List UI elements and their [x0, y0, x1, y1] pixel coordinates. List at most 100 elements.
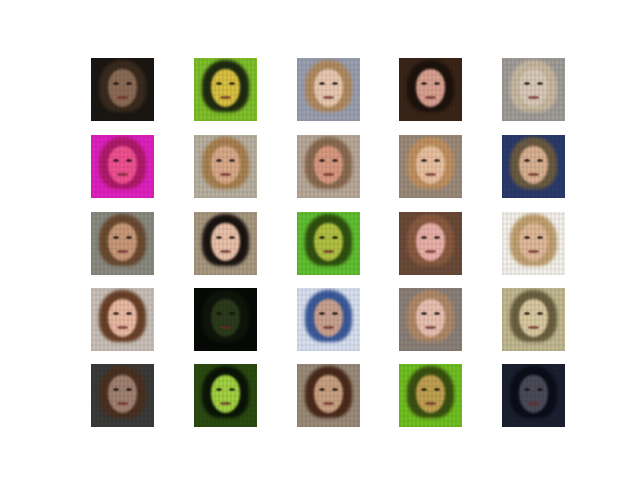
gan-artifact-overlay: [502, 212, 565, 275]
face-image-r5-c4: [399, 364, 462, 427]
face-eye-left: [524, 388, 530, 391]
face-eye-left: [216, 82, 222, 85]
gan-artifact-overlay: [399, 288, 462, 351]
face-eye-left: [524, 312, 530, 315]
face-eye-right: [126, 388, 132, 391]
face-eye-right: [434, 388, 440, 391]
face-eye-left: [319, 388, 325, 391]
face-eye-left: [113, 236, 119, 239]
face-mouth: [425, 173, 436, 176]
face-eye-left: [319, 82, 325, 85]
face-skin: [519, 146, 548, 184]
face-eye-left: [216, 159, 222, 162]
face-mouth: [528, 96, 539, 99]
face-skin: [211, 223, 240, 261]
face-mouth: [117, 402, 128, 405]
face-skin: [108, 69, 137, 107]
face-skin: [416, 299, 445, 337]
face-skin: [108, 375, 137, 413]
face-skin: [416, 69, 445, 107]
face-mouth: [528, 250, 539, 253]
face-mouth: [323, 173, 334, 176]
face-eye-right: [126, 82, 132, 85]
face-eye-right: [537, 236, 543, 239]
gan-artifact-overlay: [399, 135, 462, 198]
face-eye-right: [537, 82, 543, 85]
face-eye-right: [332, 312, 338, 315]
gan-artifact-overlay: [502, 288, 565, 351]
face-eye-left: [216, 236, 222, 239]
face-mouth: [220, 96, 231, 99]
face-mouth: [323, 326, 334, 329]
face-image-r4-c5: [502, 288, 565, 351]
gan-artifact-overlay: [91, 135, 154, 198]
face-skin: [519, 69, 548, 107]
face-eye-right: [332, 236, 338, 239]
face-mouth: [528, 402, 539, 405]
face-image-r5-c2: [194, 364, 257, 427]
face-image-r2-c5: [502, 135, 565, 198]
face-eye-right: [229, 82, 235, 85]
face-eye-right: [229, 236, 235, 239]
face-image-r1-c1: [91, 58, 154, 121]
face-mouth: [220, 402, 231, 405]
face-mouth: [220, 326, 231, 329]
face-skin: [211, 375, 240, 413]
face-eye-right: [537, 312, 543, 315]
face-skin: [416, 146, 445, 184]
face-eye-left: [319, 159, 325, 162]
gan-artifact-overlay: [194, 288, 257, 351]
face-mouth: [117, 96, 128, 99]
gan-artifact-overlay: [91, 58, 154, 121]
face-eye-left: [216, 388, 222, 391]
face-eye-right: [332, 159, 338, 162]
face-eye-right: [537, 159, 543, 162]
face-skin: [314, 299, 343, 337]
face-skin: [314, 146, 343, 184]
face-mouth: [323, 402, 334, 405]
face-eye-left: [216, 312, 222, 315]
face-image-r1-c2: [194, 58, 257, 121]
face-eye-left: [421, 388, 427, 391]
gan-artifact-overlay: [91, 212, 154, 275]
face-mouth: [425, 96, 436, 99]
face-skin: [108, 223, 137, 261]
gan-artifact-overlay: [502, 135, 565, 198]
face-mouth: [220, 250, 231, 253]
face-image-r4-c1: [91, 288, 154, 351]
face-eye-right: [434, 236, 440, 239]
face-image-r2-c3: [297, 135, 360, 198]
face-image-r5-c5: [502, 364, 565, 427]
face-skin: [314, 375, 343, 413]
face-mouth: [528, 173, 539, 176]
face-eye-right: [434, 82, 440, 85]
face-eye-right: [537, 388, 543, 391]
face-mouth: [117, 326, 128, 329]
gan-artifact-overlay: [91, 364, 154, 427]
face-eye-left: [421, 82, 427, 85]
face-eye-left: [319, 236, 325, 239]
face-skin: [211, 146, 240, 184]
gan-artifact-overlay: [297, 135, 360, 198]
face-image-r5-c1: [91, 364, 154, 427]
gan-artifact-overlay: [399, 364, 462, 427]
face-mouth: [425, 402, 436, 405]
face-mouth: [220, 173, 231, 176]
face-skin: [519, 375, 548, 413]
face-skin: [519, 299, 548, 337]
face-eye-right: [229, 388, 235, 391]
face-image-r3-c2: [194, 212, 257, 275]
face-skin: [108, 299, 137, 337]
face-mouth: [323, 250, 334, 253]
gan-artifact-overlay: [194, 135, 257, 198]
face-image-r4-c4: [399, 288, 462, 351]
gan-artifact-overlay: [297, 364, 360, 427]
gan-artifact-overlay: [399, 212, 462, 275]
gan-artifact-overlay: [194, 364, 257, 427]
face-eye-right: [434, 159, 440, 162]
face-mouth: [425, 326, 436, 329]
gan-artifact-overlay: [297, 58, 360, 121]
face-image-r5-c3: [297, 364, 360, 427]
gan-artifact-overlay: [194, 212, 257, 275]
